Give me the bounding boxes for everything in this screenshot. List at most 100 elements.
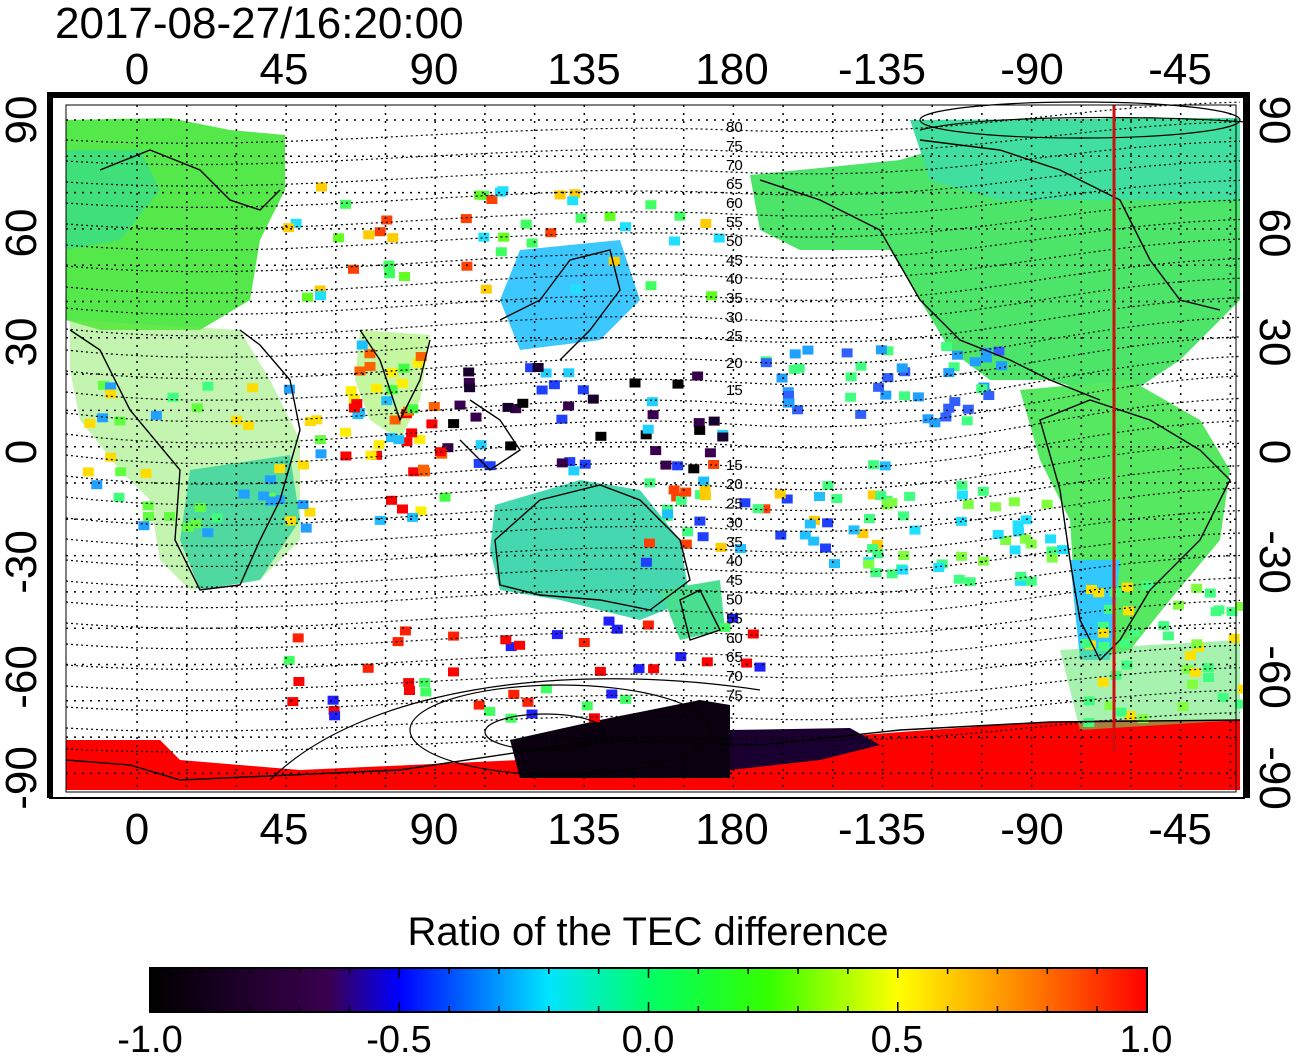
tec-cell [640, 430, 652, 440]
tec-cell [293, 677, 305, 686]
tec-cell [1162, 631, 1174, 641]
tec-cell [258, 491, 270, 501]
contour-label: 75 [726, 687, 743, 704]
tec-cell [956, 490, 968, 500]
tec-cell [933, 563, 945, 572]
tec-cell [1097, 622, 1109, 631]
tec-cell [789, 349, 801, 359]
left-lat-label: 90 [0, 95, 46, 145]
tec-cell [620, 694, 632, 704]
tec-cell [699, 484, 711, 493]
tec-cell [969, 357, 981, 367]
right-lat-label: 90 [1250, 95, 1296, 145]
tec-cell [783, 398, 795, 408]
tec-cell [774, 489, 786, 499]
tec-cell [855, 409, 867, 419]
tec-cell [662, 504, 673, 514]
tec-cell [897, 565, 909, 575]
tec-cell [114, 416, 126, 426]
contour-label: 45 [726, 252, 743, 269]
tec-cell [588, 713, 600, 723]
tec-cell [1121, 660, 1133, 670]
tec-cell [996, 361, 1008, 371]
tec-cell [525, 363, 537, 373]
tec-cell [167, 392, 179, 402]
tec-cell [594, 666, 606, 676]
tec-cell [1080, 638, 1092, 648]
tec-cell [202, 528, 214, 538]
colorbar-tick-label: 1.0 [1119, 1019, 1173, 1061]
tec-cell [701, 657, 713, 667]
top-lon-label: 45 [259, 45, 309, 94]
tec-cell [570, 284, 582, 294]
tec-cell [297, 500, 309, 510]
tec-cell [875, 345, 887, 355]
tec-cell [845, 392, 857, 402]
tec-cell [1057, 545, 1069, 555]
tec-cell [647, 410, 659, 420]
tec-cell [680, 487, 692, 497]
tec-cell [495, 247, 507, 257]
tec-cell [694, 425, 706, 435]
tec-cell [551, 630, 563, 640]
tec-cell [912, 392, 924, 402]
bottom-lon-label: -90 [1000, 805, 1064, 854]
tec-cell [929, 418, 941, 428]
tec-cell [792, 405, 804, 415]
tec-cell [644, 538, 655, 548]
tec-cell [1025, 539, 1037, 549]
tec-cell [781, 494, 793, 504]
contour-label: 25 [726, 328, 743, 345]
tec-cell [415, 506, 427, 516]
contour-label: 70 [726, 668, 743, 685]
tec-cell [804, 519, 816, 529]
tec-cell [164, 512, 175, 521]
tec-cell [1191, 583, 1203, 593]
tec-cell [517, 398, 529, 408]
tec-cell [1008, 497, 1020, 507]
tec-cell [340, 199, 352, 209]
tec-cell [1046, 553, 1058, 563]
tec-cell [875, 491, 887, 500]
tec-cell [1189, 668, 1201, 677]
tec-cell [775, 530, 787, 540]
tec-cell [211, 513, 223, 523]
tec-cell [629, 378, 641, 388]
tec-cell [142, 501, 154, 511]
contour-label: 20 [726, 355, 743, 372]
tec-cell [660, 460, 672, 470]
tec-cell [426, 419, 438, 429]
tec-cell [739, 498, 751, 508]
tec-cell [886, 569, 898, 579]
tec-cell [949, 397, 961, 407]
contour-label: 65 [726, 176, 743, 193]
tec-cell [855, 361, 867, 371]
tec-cell [1182, 664, 1194, 674]
tec-cell [922, 414, 934, 424]
tec-cell [675, 496, 687, 505]
tec-cell [389, 415, 401, 425]
tec-cell [556, 414, 568, 424]
left-lat-label: 0 [0, 439, 46, 465]
tec-cell [365, 450, 377, 460]
tec-cell [1185, 651, 1196, 661]
tec-cell [977, 556, 989, 566]
polar-contours [269, 101, 1246, 781]
tec-cell [473, 458, 485, 468]
tec-cell [304, 507, 316, 517]
tec-cell [536, 385, 548, 395]
colorbar-tick-marks [149, 968, 1148, 1012]
tec-cell [329, 711, 341, 721]
tec-cell [611, 624, 623, 634]
contour-label: 80 [726, 119, 743, 136]
tec-cell [1177, 702, 1189, 712]
tec-cell [484, 461, 496, 471]
region-nz [660, 580, 725, 640]
tec-cell [356, 340, 368, 350]
tec-cell [273, 495, 285, 505]
map-left-bar [47, 92, 53, 798]
tec-cell [747, 629, 759, 639]
contour-label: 55 [726, 214, 743, 231]
tec-cell [138, 521, 150, 531]
top-lon-label: 90 [409, 45, 459, 94]
